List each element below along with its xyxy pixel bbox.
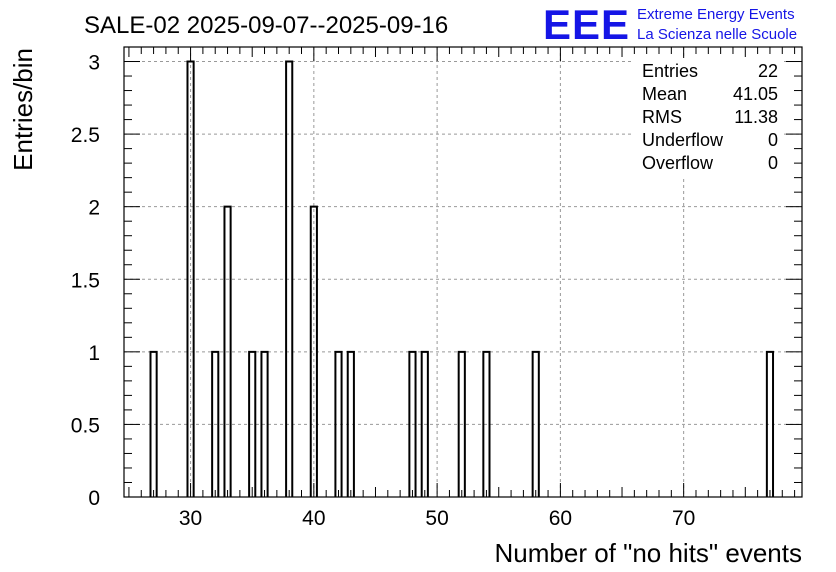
y-tick-label: 3 [88, 52, 100, 75]
histogram-bars [149, 60, 775, 497]
histogram-bin [408, 350, 417, 497]
stats-value: 0 [768, 130, 778, 150]
stats-value: 0 [768, 153, 778, 173]
histogram-bin [248, 350, 257, 497]
histogram-bin [420, 350, 429, 497]
histogram-bin [309, 205, 318, 497]
histogram-bin [260, 350, 269, 497]
histogram-bin [186, 60, 195, 497]
histogram-bin [482, 350, 491, 497]
stats-label: Entries [642, 61, 698, 81]
histogram-bin [149, 350, 158, 497]
plot-frame [123, 46, 803, 498]
y-tick-label: 0.5 [71, 414, 100, 437]
histogram-bin [211, 350, 220, 497]
stats-label: RMS [642, 107, 682, 127]
eee-logo-mark: EEE [543, 1, 630, 48]
x-tick-label: 70 [672, 507, 695, 530]
y-axis-title: Entries/bin [8, 48, 38, 171]
stats-label: Overflow [642, 153, 714, 173]
y-tick-label: 0 [88, 487, 100, 510]
eee-logo-line2: La Scienza nelle Scuole [637, 26, 797, 43]
histogram-bin [531, 350, 540, 497]
x-tick-label: 30 [179, 507, 202, 530]
x-tick-label: 60 [549, 507, 572, 530]
histogram-bin [457, 350, 466, 497]
stats-box-background [632, 58, 782, 178]
histogram-bin [223, 205, 232, 497]
histogram-bin [765, 350, 775, 497]
x-tick-label: 40 [302, 507, 325, 530]
y-tick-label: 1 [88, 342, 100, 365]
y-tick-label: 1.5 [71, 269, 100, 292]
stats-box: Entries 22 Mean 41.05 RMS 11.38 Underflow 0 Over… [632, 58, 782, 178]
y-tick-labels: 0 0.5 1 1.5 2 2.5 3 [71, 52, 100, 510]
histogram-bin [346, 350, 355, 497]
x-axis-title: Number of "no hits" events [495, 538, 803, 568]
x-tick-labels: 30 40 50 60 70 [179, 507, 695, 530]
stats-value: 41.05 [733, 84, 778, 104]
y-tick-label: 2.5 [71, 124, 100, 147]
eee-logo-line1: Extreme Energy Events [637, 6, 795, 23]
stats-label: Underflow [642, 130, 724, 150]
axis-ticks [124, 46, 802, 498]
stats-label: Mean [642, 84, 687, 104]
histogram-bin [285, 60, 294, 497]
chart-title: SALE-02 2025-09-07--2025-09-16 [84, 12, 448, 39]
x-tick-label: 50 [425, 507, 448, 530]
stats-value: 11.38 [734, 107, 778, 127]
y-tick-label: 2 [88, 197, 100, 220]
stats-value: 22 [758, 61, 778, 81]
histogram-bin [334, 350, 343, 497]
eee-logo: EEE Extreme Energy Events La Scienza nel… [543, 1, 797, 48]
